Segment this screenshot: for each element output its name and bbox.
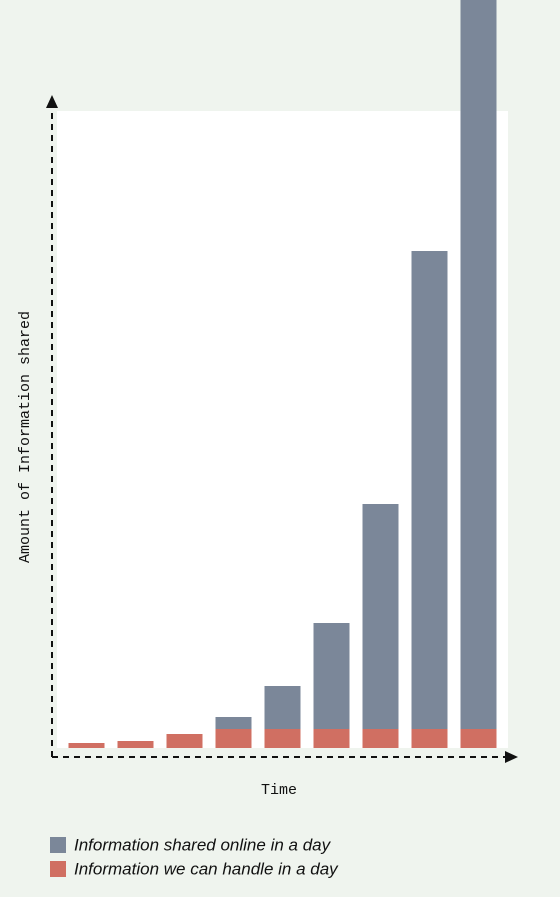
- legend: Information shared online in a day Inform…: [50, 835, 339, 878]
- x-axis-label: Time: [261, 782, 297, 799]
- legend-swatch: [50, 861, 66, 877]
- bar-segment: [411, 251, 448, 729]
- bar-segment: [411, 729, 448, 748]
- bar-segment: [68, 743, 105, 748]
- legend-label: Information we can handle in a day: [74, 859, 339, 878]
- legend-swatch: [50, 837, 66, 853]
- legend-label: Information shared online in a day: [74, 835, 332, 854]
- x-axis-arrow: [505, 751, 518, 763]
- bar-segment: [264, 686, 301, 729]
- bar-segment: [117, 741, 154, 748]
- bars: [68, 0, 497, 748]
- bar-segment: [460, 0, 497, 729]
- bar-segment: [313, 623, 350, 729]
- y-axis-label: Amount of Information shared: [17, 311, 34, 563]
- bar-segment: [313, 729, 350, 748]
- bar-segment: [460, 729, 497, 748]
- y-axis-arrow: [46, 95, 58, 108]
- bar-segment: [215, 729, 252, 748]
- bar-segment: [362, 729, 399, 748]
- bar-segment: [264, 729, 301, 748]
- bar-segment: [215, 717, 252, 729]
- bar-segment: [362, 504, 399, 729]
- bar-segment: [166, 734, 203, 748]
